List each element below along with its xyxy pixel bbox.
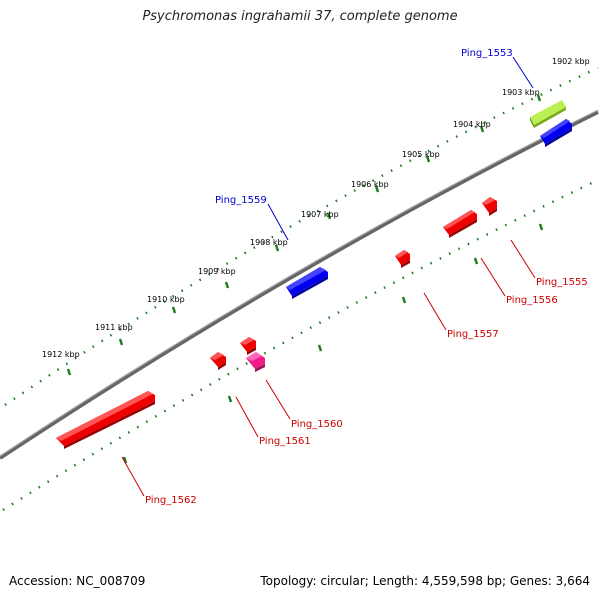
gene-ping-1561[interactable]	[210, 352, 226, 370]
gene-ping-1555[interactable]	[482, 197, 497, 216]
gene-ping-1556[interactable]	[443, 210, 477, 238]
gene-ping-1562[interactable]	[56, 391, 155, 449]
genome-backbone	[0, 109, 599, 460]
accession-label: Accession: NC_008709	[9, 574, 146, 588]
kbp-labels: 1902 kbp 1903 kbp 1904 kbp 1905 kbp 1906…	[42, 57, 590, 359]
kbp-label: 1910 kbp	[147, 295, 185, 304]
kbp-label: 1911 kbp	[95, 323, 133, 332]
gene-label-ping-1559[interactable]: Ping_1559	[215, 195, 267, 206]
gene-label-ping-1560[interactable]: Ping_1560	[291, 419, 343, 430]
kbp-label: 1909 kbp	[198, 267, 236, 276]
gene-ping-1557[interactable]	[395, 250, 410, 268]
kbp-label: 1907 kbp	[301, 210, 339, 219]
gene-ping-1559[interactable]	[286, 267, 328, 299]
kbp-label: 1902 kbp	[552, 57, 590, 66]
gene-ping-1553[interactable]	[530, 100, 566, 128]
forward-tick-track	[4, 66, 599, 406]
gene-ping-1560[interactable]	[246, 352, 265, 372]
kbp-label: 1903 kbp	[502, 88, 540, 97]
kbp-label: 1905 kbp	[402, 150, 440, 159]
gene-ping-1553-blue[interactable]	[540, 119, 572, 147]
kbp-label: 1912 kbp	[42, 350, 80, 359]
gene-label-ping-1556[interactable]: Ping_1556	[506, 295, 558, 306]
reverse-tick-track	[2, 178, 599, 512]
topology-label: Topology: circular; Length: 4,559,598 bp…	[260, 574, 590, 588]
gene-labels: Ping_1553 Ping_1559 Ping_1555 Ping_1556 …	[145, 48, 588, 506]
label-leaders	[121, 56, 536, 497]
gene-label-ping-1562[interactable]: Ping_1562	[145, 495, 197, 506]
kbp-label: 1908 kbp	[250, 238, 288, 247]
map-title: Psychromonas ingrahamii 37, complete gen…	[142, 9, 458, 24]
kbp-label: 1904 kbp	[453, 120, 491, 129]
gene-label-ping-1557[interactable]: Ping_1557	[447, 329, 499, 340]
kbp-label: 1906 kbp	[351, 180, 389, 189]
gene-label-ping-1561[interactable]: Ping_1561	[259, 436, 311, 447]
gene-ping-1560-red[interactable]	[240, 337, 256, 355]
gene-label-ping-1553[interactable]: Ping_1553	[461, 48, 513, 59]
gene-label-ping-1555[interactable]: Ping_1555	[536, 277, 588, 288]
